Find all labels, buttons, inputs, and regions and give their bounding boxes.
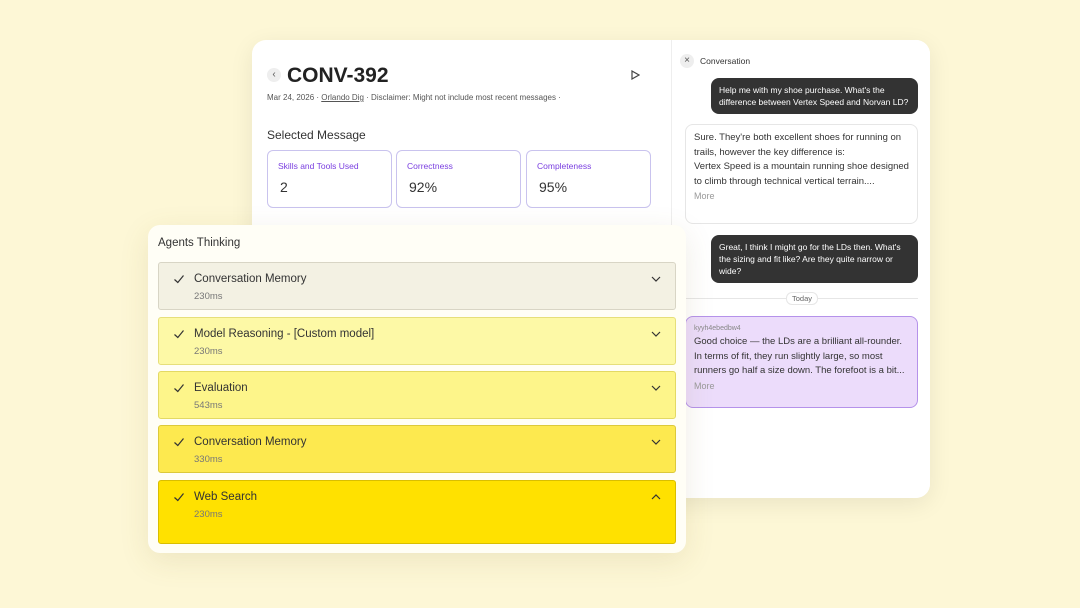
metric-card: Completeness 95% — [526, 150, 651, 208]
step-name: Model Reasoning - [Custom model] — [194, 328, 375, 340]
metric-label: Skills and Tools Used — [278, 161, 359, 171]
chat-panel: × Conversation Help me with my shoe purc… — [671, 40, 930, 498]
chevron-icon — [651, 494, 661, 500]
agent-step[interactable]: Evaluation 543ms — [158, 371, 676, 419]
author[interactable]: Orlando Dig — [321, 93, 364, 102]
step-duration: 230ms — [194, 291, 223, 302]
agent-step[interactable]: Conversation Memory 230ms — [158, 262, 676, 310]
metric-value: 92% — [409, 179, 438, 195]
close-button[interactable]: × — [680, 54, 694, 68]
metric-value: 95% — [539, 179, 568, 195]
agents-panel: Agents Thinking Conversation Memory 230m… — [148, 225, 686, 553]
step-name: Conversation Memory — [194, 273, 307, 285]
date: Mar 24, 2026 — [267, 93, 315, 102]
metric-label: Completeness — [537, 161, 592, 171]
meta-line: Mar 24, 2026 · Orlando Dig · Disclaimer:… — [267, 93, 561, 102]
check-icon — [174, 438, 184, 447]
check-icon — [174, 275, 184, 284]
step-duration: 330ms — [194, 454, 223, 465]
step-duration: 543ms — [194, 400, 223, 411]
chevron-icon — [651, 439, 661, 445]
step-duration: 230ms — [194, 509, 223, 520]
disclaimer: Disclaimer: Might not include most recen… — [371, 93, 557, 102]
message-paragraph: Sure. They're both excellent shoes for r… — [694, 132, 902, 158]
message-paragraph: Vertex Speed is a mountain running shoe … — [694, 161, 909, 187]
message-id: kyyh4ebedbw4 — [694, 325, 741, 332]
conversation-title: CONV-392 — [287, 64, 389, 87]
chevron-icon — [651, 276, 661, 282]
user-message: Great, I think I might go for the LDs th… — [711, 235, 918, 283]
chat-title: Conversation — [700, 56, 751, 66]
back-button[interactable]: ‹ — [267, 68, 281, 82]
chevron-icon — [651, 385, 661, 391]
step-name: Web Search — [194, 491, 258, 503]
step-duration: 230ms — [194, 346, 223, 357]
section-title: Selected Message — [267, 128, 366, 142]
step-name: Conversation Memory — [194, 436, 307, 448]
assistant-message: Sure. They're both excellent shoes for r… — [685, 124, 918, 224]
divider-label: Today — [786, 292, 819, 305]
agent-step[interactable]: Model Reasoning - [Custom model] 230ms — [158, 317, 676, 365]
more-link[interactable]: More — [694, 191, 715, 201]
play-button[interactable] — [630, 70, 640, 80]
more-link[interactable]: More — [694, 380, 715, 391]
chevron-icon — [651, 331, 661, 337]
step-name: Evaluation — [194, 382, 248, 394]
agents-title: Agents Thinking — [158, 237, 241, 249]
assistant-message: kyyh4ebedbw4 Good choice — the LDs are a… — [685, 316, 918, 408]
metric-card: Skills and Tools Used 2 — [267, 150, 392, 208]
metric-value: 2 — [280, 179, 288, 195]
metric-card: Correctness 92% — [396, 150, 521, 208]
check-icon — [174, 330, 184, 339]
message-text: Good choice — the LDs are a brilliant al… — [694, 336, 905, 376]
metric-label: Correctness — [407, 161, 453, 171]
check-icon — [174, 384, 184, 393]
check-icon — [174, 493, 184, 502]
agent-step[interactable]: Web Search 230ms — [158, 480, 676, 544]
agent-step[interactable]: Conversation Memory 330ms — [158, 425, 676, 473]
user-message: Help me with my shoe purchase. What's th… — [711, 78, 918, 114]
